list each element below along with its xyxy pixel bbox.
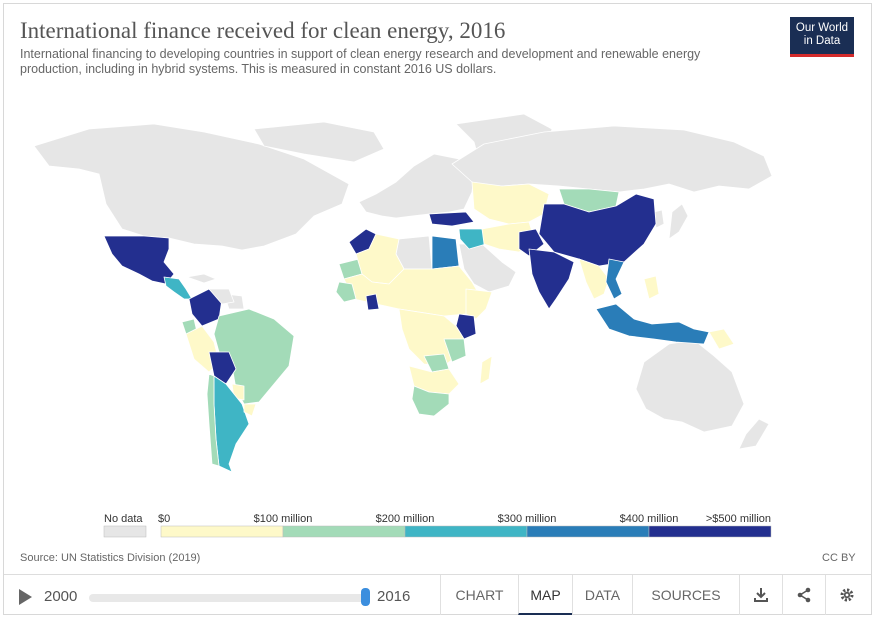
page-subtitle: International financing to developing co… [20, 47, 701, 76]
map-region-turkey[interactable] [428, 211, 475, 227]
legend-tick-label: $300 million [498, 513, 557, 525]
legend-no-data-label: No data [104, 513, 143, 525]
map-region-venezuela[interactable] [208, 288, 235, 305]
logo-line-1: Our World [795, 22, 849, 34]
map-region-new-zealand[interactable] [738, 418, 770, 450]
legend-tick-label: $200 million [376, 513, 435, 525]
logo-line-2: in Data [803, 35, 841, 47]
map-region-west-africa-coast[interactable] [335, 281, 357, 303]
play-icon[interactable] [19, 589, 32, 605]
download-icon [754, 588, 768, 602]
map-region-middle-east[interactable] [458, 243, 517, 293]
map-region-philippines[interactable] [643, 275, 660, 300]
map-region-indonesia[interactable] [595, 303, 710, 345]
legend-end-label: >$500 million [706, 513, 771, 525]
map-region-central-america[interactable] [163, 276, 193, 300]
tab-map[interactable]: MAP [518, 575, 572, 615]
legend-swatch [404, 525, 528, 538]
legend-tick-label: $100 million [254, 513, 313, 525]
legend-bins: $0 $100 million $200 million $300 million $4… [158, 513, 772, 538]
legend-tick-label: $0 [158, 513, 170, 525]
timeline-start-year: 2000 [44, 588, 78, 605]
download-button[interactable] [739, 575, 782, 615]
map-region-india[interactable] [528, 248, 575, 310]
owid-logo[interactable]: Our World in Data [790, 17, 854, 57]
timeline-slider-handle[interactable] [361, 588, 370, 606]
timeline-slider-track[interactable] [89, 594, 367, 602]
license-label[interactable]: CC BY [822, 552, 856, 564]
map-region-bolivia[interactable] [208, 351, 237, 385]
map-region-mexico[interactable] [103, 235, 175, 285]
map-region-uruguay[interactable] [243, 403, 257, 417]
legend-swatch [648, 525, 772, 538]
map-region-tanzania[interactable] [443, 338, 467, 363]
map-region-japan[interactable] [668, 203, 689, 240]
tab-data[interactable]: DATA [572, 575, 632, 615]
timeline-end-year: 2016 [377, 588, 411, 605]
map-region-canada-islands[interactable] [253, 121, 385, 163]
map-region-vietnam[interactable] [605, 258, 625, 300]
map-region-caribbean[interactable] [186, 273, 217, 284]
map-region-madagascar[interactable] [479, 355, 493, 385]
map-region-papua-new-guinea[interactable] [708, 328, 735, 350]
map-legend: No data $0 $100 million $200 million $300 m… [103, 513, 772, 538]
share-icon [797, 587, 811, 603]
map-region-southeast-asia[interactable] [578, 258, 610, 300]
tab-sources[interactable]: SOURCES [632, 575, 739, 615]
map-region-egypt[interactable] [431, 235, 460, 270]
map-region-china[interactable] [538, 193, 657, 267]
map-region-europe[interactable] [358, 153, 475, 219]
map-region-jordan-iraq[interactable] [458, 228, 487, 250]
tab-chart[interactable]: CHART [440, 575, 518, 615]
page-title: International finance received for clean… [20, 18, 506, 43]
map-region-australia[interactable] [635, 339, 745, 433]
legend-swatch [526, 525, 650, 538]
chart-frame: International finance received for clean… [3, 3, 872, 615]
settings-button[interactable] [825, 575, 868, 615]
map-region-south-africa[interactable] [411, 385, 450, 417]
map-region-horn-of-africa[interactable] [465, 288, 493, 320]
map-region-chile[interactable] [206, 373, 220, 467]
world-map [33, 113, 773, 473]
settings-icon [840, 588, 854, 602]
legend-swatch [160, 525, 284, 538]
footer-controls: 2000 2016 CHART MAP DATA SOURCES [4, 574, 871, 615]
map-region-kenya[interactable] [455, 313, 477, 340]
source-note[interactable]: Source: UN Statistics Division (2019) [20, 552, 201, 564]
map-region-central-asia[interactable] [471, 181, 550, 225]
legend-swatch [282, 525, 406, 538]
legend-tick-label: $400 million [620, 513, 679, 525]
legend-no-data-swatch [103, 525, 147, 538]
map-region-north-america[interactable] [33, 123, 350, 251]
share-button[interactable] [782, 575, 825, 615]
map-region-cote-divoire[interactable] [365, 293, 380, 311]
